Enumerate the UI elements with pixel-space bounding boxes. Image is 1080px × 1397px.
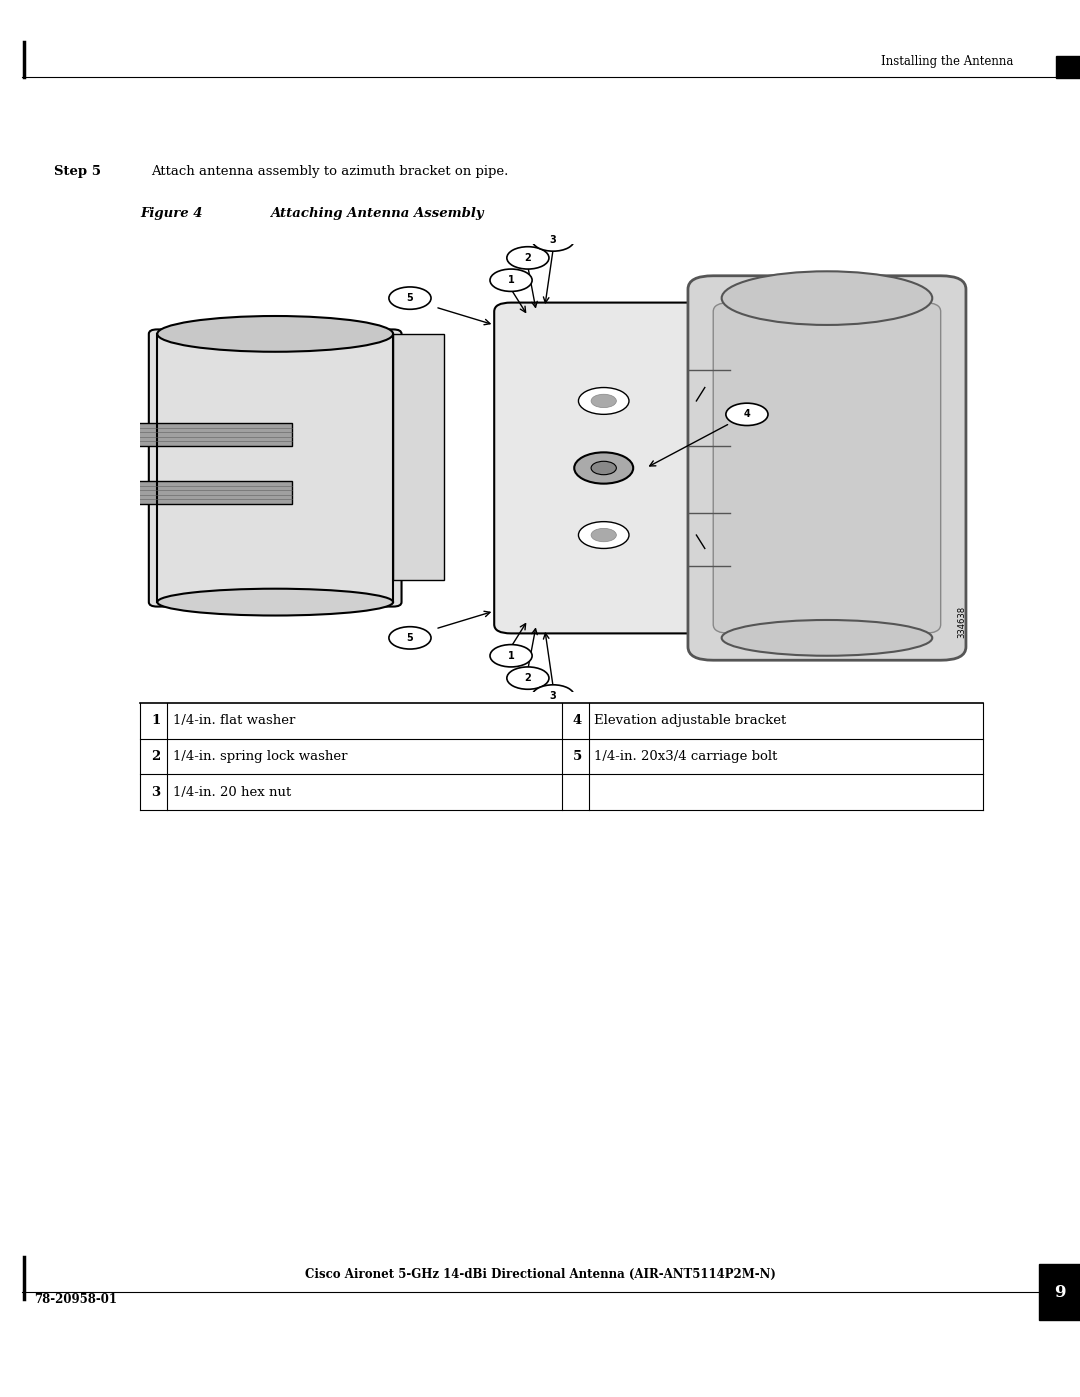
Ellipse shape <box>579 387 629 415</box>
Text: 3: 3 <box>550 692 556 701</box>
FancyBboxPatch shape <box>123 423 292 446</box>
Ellipse shape <box>579 521 629 549</box>
Text: 3: 3 <box>151 787 160 799</box>
Text: 2: 2 <box>525 673 531 683</box>
Text: Step 5: Step 5 <box>54 165 102 177</box>
Circle shape <box>389 286 431 309</box>
Text: 5: 5 <box>406 293 414 303</box>
Text: 4: 4 <box>572 714 582 726</box>
Text: 1/4-in. flat washer: 1/4-in. flat washer <box>173 714 295 726</box>
Circle shape <box>532 685 575 707</box>
Text: 2: 2 <box>525 253 531 263</box>
Text: 1: 1 <box>508 275 514 285</box>
Ellipse shape <box>107 488 123 499</box>
Circle shape <box>490 644 532 666</box>
Text: 78-20958-01: 78-20958-01 <box>35 1294 118 1306</box>
Text: Attaching Antenna Assembly: Attaching Antenna Assembly <box>270 207 484 219</box>
Ellipse shape <box>721 620 932 655</box>
Ellipse shape <box>158 316 393 352</box>
Text: 3: 3 <box>550 235 556 244</box>
Text: 1: 1 <box>151 714 161 726</box>
Text: Installing the Antenna: Installing the Antenna <box>880 56 1013 68</box>
Text: Attach antenna assembly to azimuth bracket on pipe.: Attach antenna assembly to azimuth brack… <box>151 165 509 177</box>
Bar <box>393 334 444 580</box>
Text: 4: 4 <box>743 409 751 419</box>
Ellipse shape <box>591 528 617 542</box>
Bar <box>1039 1264 1080 1320</box>
Ellipse shape <box>591 461 617 475</box>
FancyBboxPatch shape <box>123 482 292 504</box>
Bar <box>1056 56 1080 78</box>
Ellipse shape <box>158 588 393 616</box>
Circle shape <box>726 404 768 426</box>
FancyBboxPatch shape <box>688 275 966 661</box>
Text: 1/4-in. spring lock washer: 1/4-in. spring lock washer <box>173 750 348 763</box>
Text: 2: 2 <box>151 750 161 763</box>
FancyBboxPatch shape <box>713 303 941 633</box>
Text: 334638: 334638 <box>957 606 966 638</box>
Text: 5: 5 <box>406 633 414 643</box>
Text: Cisco Aironet 5-GHz 14-dBi Directional Antenna (AIR-ANT5114P2M-N): Cisco Aironet 5-GHz 14-dBi Directional A… <box>305 1268 775 1281</box>
Text: 5: 5 <box>572 750 582 763</box>
Text: Elevation adjustable bracket: Elevation adjustable bracket <box>594 714 786 726</box>
Circle shape <box>490 270 532 292</box>
Circle shape <box>389 627 431 650</box>
Text: 1/4-in. 20 hex nut: 1/4-in. 20 hex nut <box>173 787 291 799</box>
Circle shape <box>507 666 549 689</box>
Text: 1: 1 <box>508 651 514 661</box>
Ellipse shape <box>575 453 633 483</box>
Circle shape <box>507 247 549 270</box>
Text: 1/4-in. 20x3/4 carriage bolt: 1/4-in. 20x3/4 carriage bolt <box>594 750 778 763</box>
FancyBboxPatch shape <box>495 303 713 633</box>
Ellipse shape <box>107 429 123 440</box>
Circle shape <box>532 229 575 251</box>
FancyBboxPatch shape <box>149 330 402 606</box>
Text: Figure 4: Figure 4 <box>140 207 203 219</box>
Text: 9: 9 <box>1054 1284 1065 1301</box>
Ellipse shape <box>591 394 617 408</box>
Ellipse shape <box>721 271 932 326</box>
